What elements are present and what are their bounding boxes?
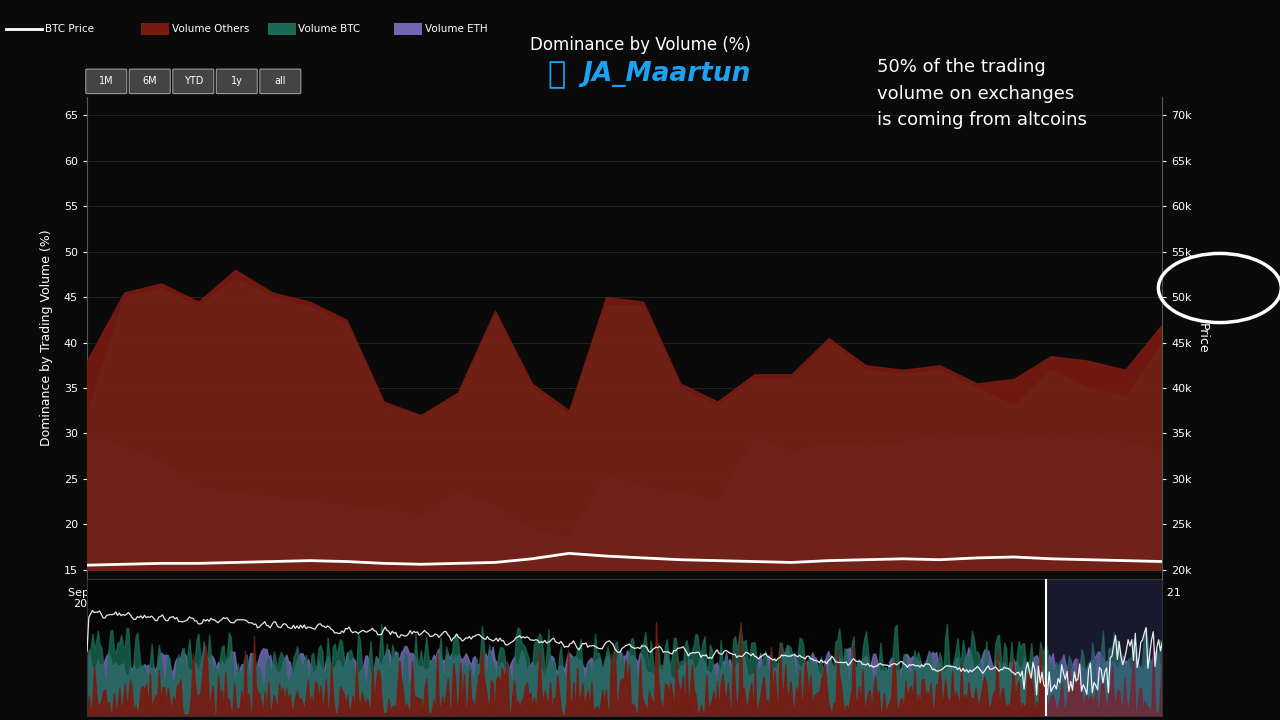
Text: Volume ETH: Volume ETH [425, 24, 488, 34]
Text: BTC Price: BTC Price [45, 24, 93, 34]
Text: YTD: YTD [183, 76, 204, 86]
Text: Volume Others: Volume Others [172, 24, 248, 34]
Text: 50% of the trading
volume on exchanges
is coming from altcoins: 50% of the trading volume on exchanges i… [877, 58, 1087, 129]
Text: JA_Maartun: JA_Maartun [582, 61, 751, 87]
Text: Dominance by Volume (%): Dominance by Volume (%) [530, 36, 750, 55]
Text: Volume BTC: Volume BTC [298, 24, 361, 34]
Text: all: all [275, 76, 285, 86]
Text: 🐦: 🐦 [548, 60, 566, 89]
Bar [1046, 579, 1162, 716]
Y-axis label: Price: Price [1196, 323, 1208, 354]
Text: 6M: 6M [142, 76, 157, 86]
Text: 1M: 1M [99, 76, 114, 86]
Text: 1y: 1y [230, 76, 243, 86]
Y-axis label: Dominance by Trading Volume (%): Dominance by Trading Volume (%) [40, 230, 52, 446]
